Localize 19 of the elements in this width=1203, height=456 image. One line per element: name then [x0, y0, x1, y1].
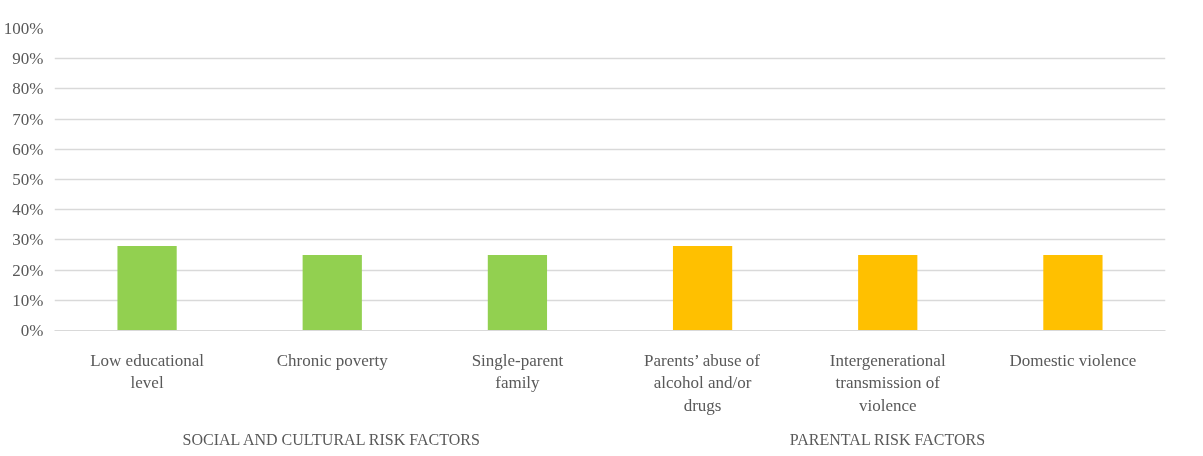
y-tick-label: 80% [12, 79, 44, 99]
x-tick-label: Low educational level [90, 350, 205, 393]
text: PARENTAL RISK FACTORS [789, 430, 986, 448]
y-tick-label: 40% [12, 200, 44, 220]
y-tick-label: 50% [12, 170, 44, 189]
y-tick-label: 60% [12, 139, 44, 159]
x-tick-label: Intergenerational transmission of violence [829, 350, 946, 416]
y-tick-label: 100% [3, 19, 44, 38]
y-tick-label: 90% [12, 49, 44, 69]
y-tick-label: 0% [20, 321, 44, 340]
y-tick-label: 70% [12, 109, 44, 129]
y-tick-label: 30% [12, 230, 44, 250]
x-tick-label: Domestic violence [1009, 350, 1137, 370]
x-tick-label: Chronic poverty [276, 350, 389, 370]
text: SOCIAL AND CULTURAL RISK FACTORS [182, 430, 480, 448]
y-tick-label: 20% [12, 260, 44, 280]
x-tick-label: Single-parent family [471, 350, 564, 393]
y-tick-label: 10% [12, 290, 44, 310]
x-tick-label: Parents’ abuse of alcohol and/or drugs [644, 350, 761, 416]
